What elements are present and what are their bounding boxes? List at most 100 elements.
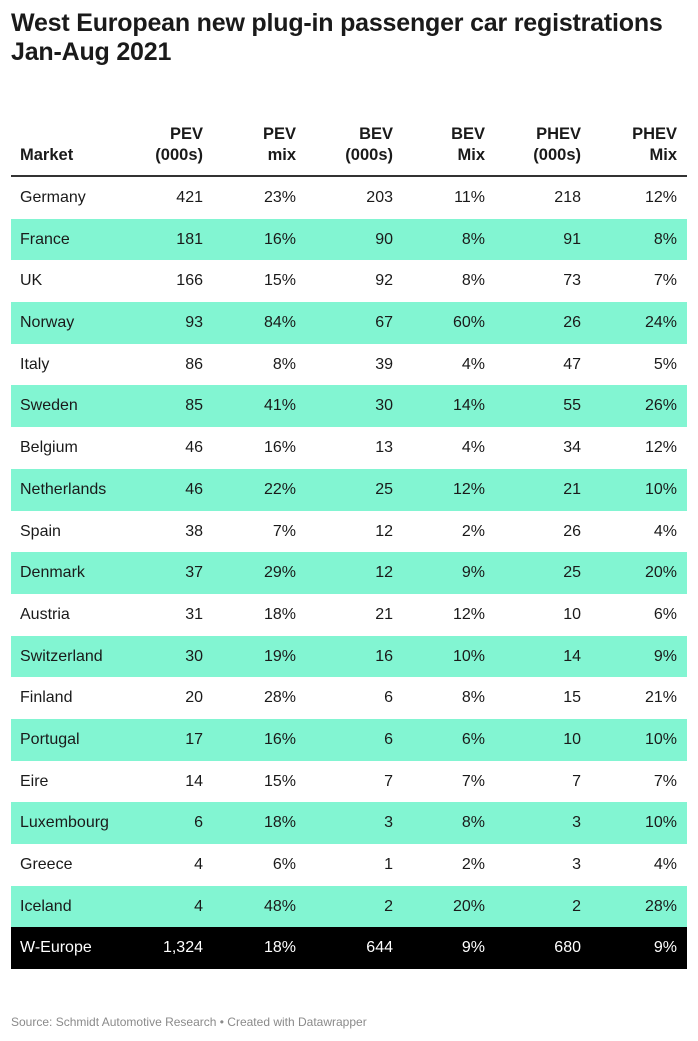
cell-pev-mix: 15% xyxy=(263,272,296,290)
column-header-pev-mix: PEV mix xyxy=(262,125,296,164)
cell-pev-000s: 30 xyxy=(185,647,203,665)
cell-phev-mix: 4% xyxy=(653,856,677,873)
cell-bev-mix: 10% xyxy=(452,647,485,665)
cell-bev-000s: 2 xyxy=(384,897,393,915)
cell-bev-mix: 2% xyxy=(461,856,485,873)
cell-market: Belgium xyxy=(20,439,78,457)
cell-phev-000s: 91 xyxy=(563,230,581,248)
cell-bev-000s: 7 xyxy=(384,772,393,790)
cell-pev-000s: 6 xyxy=(194,814,203,832)
cell-pev-000s: 85 xyxy=(185,397,203,415)
cell-pev-000s: 31 xyxy=(185,605,203,623)
cell-bev-mix: 7% xyxy=(461,772,485,790)
cell-bev-mix: 2% xyxy=(461,522,485,540)
cell-market: UK xyxy=(20,272,43,290)
cell-bev-mix: 6% xyxy=(461,730,485,748)
cell-phev-mix: 10% xyxy=(644,814,677,832)
table-row: Sweden 85 41% 30 14% 55 26% xyxy=(11,385,687,428)
cell-market: Norway xyxy=(20,314,75,332)
cell-phev-000s: 3 xyxy=(572,814,581,832)
cell-market: Portugal xyxy=(20,730,80,748)
cell-phev-mix: 12% xyxy=(644,439,677,457)
cell-market: Finland xyxy=(20,689,73,707)
cell-bev-mix: 14% xyxy=(452,397,485,415)
cell-market: Netherlands xyxy=(20,480,107,498)
cell-bev-mix: 8% xyxy=(461,814,485,832)
cell-bev-000s: 6 xyxy=(384,730,393,748)
chart-title: West European new plug-in passenger car … xyxy=(11,9,663,66)
cell-bev-000s: 203 xyxy=(366,189,393,206)
registrations-table: Market PEV (000s) PEV mix BEV (000s) BEV… xyxy=(11,120,687,970)
cell-market: Iceland xyxy=(20,897,72,915)
cell-pev-000s: 37 xyxy=(185,564,203,582)
cell-pev-mix: 84% xyxy=(263,314,296,332)
cell-bev-000s: 1 xyxy=(384,856,393,873)
cell-market: Denmark xyxy=(20,564,85,582)
cell-pev-mix: 28% xyxy=(263,689,296,707)
cell-pev-mix: 48% xyxy=(263,897,296,915)
cell-bev-mix: 4% xyxy=(461,439,485,457)
table-row: Italy 86 8% 39 4% 47 5% xyxy=(11,344,687,386)
table-row: Switzerland 30 19% 16 10% 14 9% xyxy=(11,635,687,678)
cell-market: Greece xyxy=(20,856,73,873)
column-header-phev-000s: PHEV (000s) xyxy=(533,125,581,164)
cell-market: Germany xyxy=(20,189,86,206)
cell-pev-mix: 16% xyxy=(263,230,296,248)
cell-phev-000s: 21 xyxy=(563,480,581,498)
cell-pev-mix: 7% xyxy=(272,522,296,540)
cell-pev-mix: 18% xyxy=(263,814,296,832)
cell-pev-mix: 6% xyxy=(272,856,296,873)
table-row: Norway 93 84% 67 60% 26 24% xyxy=(11,302,687,344)
column-header-bev-mix: BEV Mix xyxy=(451,125,485,164)
cell-phev-000s: 34 xyxy=(563,439,581,457)
cell-market: Eire xyxy=(20,772,49,790)
cell-pev-000s: 421 xyxy=(176,189,203,206)
cell-phev-mix: 12% xyxy=(644,189,677,206)
cell-phev-mix: 9% xyxy=(653,939,677,957)
cell-pev-mix: 19% xyxy=(263,647,296,665)
cell-bev-000s: 90 xyxy=(375,230,393,248)
cell-pev-000s: 86 xyxy=(185,355,203,373)
table-row: Germany 421 23% 203 11% 218 12% xyxy=(11,177,687,219)
cell-market: Sweden xyxy=(20,397,78,415)
cell-pev-mix: 23% xyxy=(263,189,296,206)
cell-pev-mix: 8% xyxy=(272,355,296,373)
cell-pev-000s: 4 xyxy=(194,856,203,873)
cell-phev-mix: 5% xyxy=(653,355,677,373)
table-body: Germany 421 23% 203 11% 218 12% France 181 16% 90 8… xyxy=(11,177,687,970)
cell-pev-000s: 14 xyxy=(185,772,203,790)
column-header-market: Market xyxy=(20,146,74,164)
cell-bev-000s: 12 xyxy=(375,564,393,582)
cell-bev-000s: 30 xyxy=(375,397,393,415)
cell-bev-000s: 12 xyxy=(375,522,393,540)
cell-phev-000s: 2 xyxy=(572,897,581,915)
cell-phev-000s: 680 xyxy=(554,939,581,957)
cell-bev-mix: 4% xyxy=(461,355,485,373)
cell-pev-000s: 38 xyxy=(185,522,203,540)
cell-phev-000s: 10 xyxy=(563,730,581,748)
cell-phev-mix: 7% xyxy=(653,272,677,290)
cell-bev-000s: 16 xyxy=(375,647,393,665)
cell-pev-mix: 18% xyxy=(263,939,296,957)
cell-market: Italy xyxy=(20,355,50,373)
cell-phev-mix: 20% xyxy=(644,564,677,582)
cell-bev-mix: 8% xyxy=(461,230,485,248)
table-row: Greece 4 6% 1 2% 3 4% xyxy=(11,844,687,886)
table-row: UK 166 15% 92 8% 73 7% xyxy=(11,260,687,302)
table-row: Netherlands 46 22% 25 12% 21 10% xyxy=(11,468,687,511)
cell-market: W-Europe xyxy=(20,939,92,957)
cell-pev-mix: 16% xyxy=(263,439,296,457)
cell-phev-mix: 8% xyxy=(653,230,677,248)
column-header-pev-000s: PEV (000s) xyxy=(155,125,203,164)
cell-phev-mix: 21% xyxy=(644,689,677,707)
cell-phev-000s: 3 xyxy=(572,856,581,873)
cell-phev-000s: 26 xyxy=(563,522,581,540)
cell-bev-000s: 13 xyxy=(375,439,393,457)
column-header-bev-000s: BEV (000s) xyxy=(345,125,393,164)
cell-pev-mix: 22% xyxy=(263,480,296,498)
cell-bev-mix: 12% xyxy=(452,605,485,623)
table-header: Market PEV (000s) PEV mix BEV (000s) BEV… xyxy=(11,120,687,177)
cell-phev-000s: 7 xyxy=(572,772,581,790)
cell-phev-000s: 14 xyxy=(563,647,581,665)
cell-pev-mix: 16% xyxy=(263,730,296,748)
